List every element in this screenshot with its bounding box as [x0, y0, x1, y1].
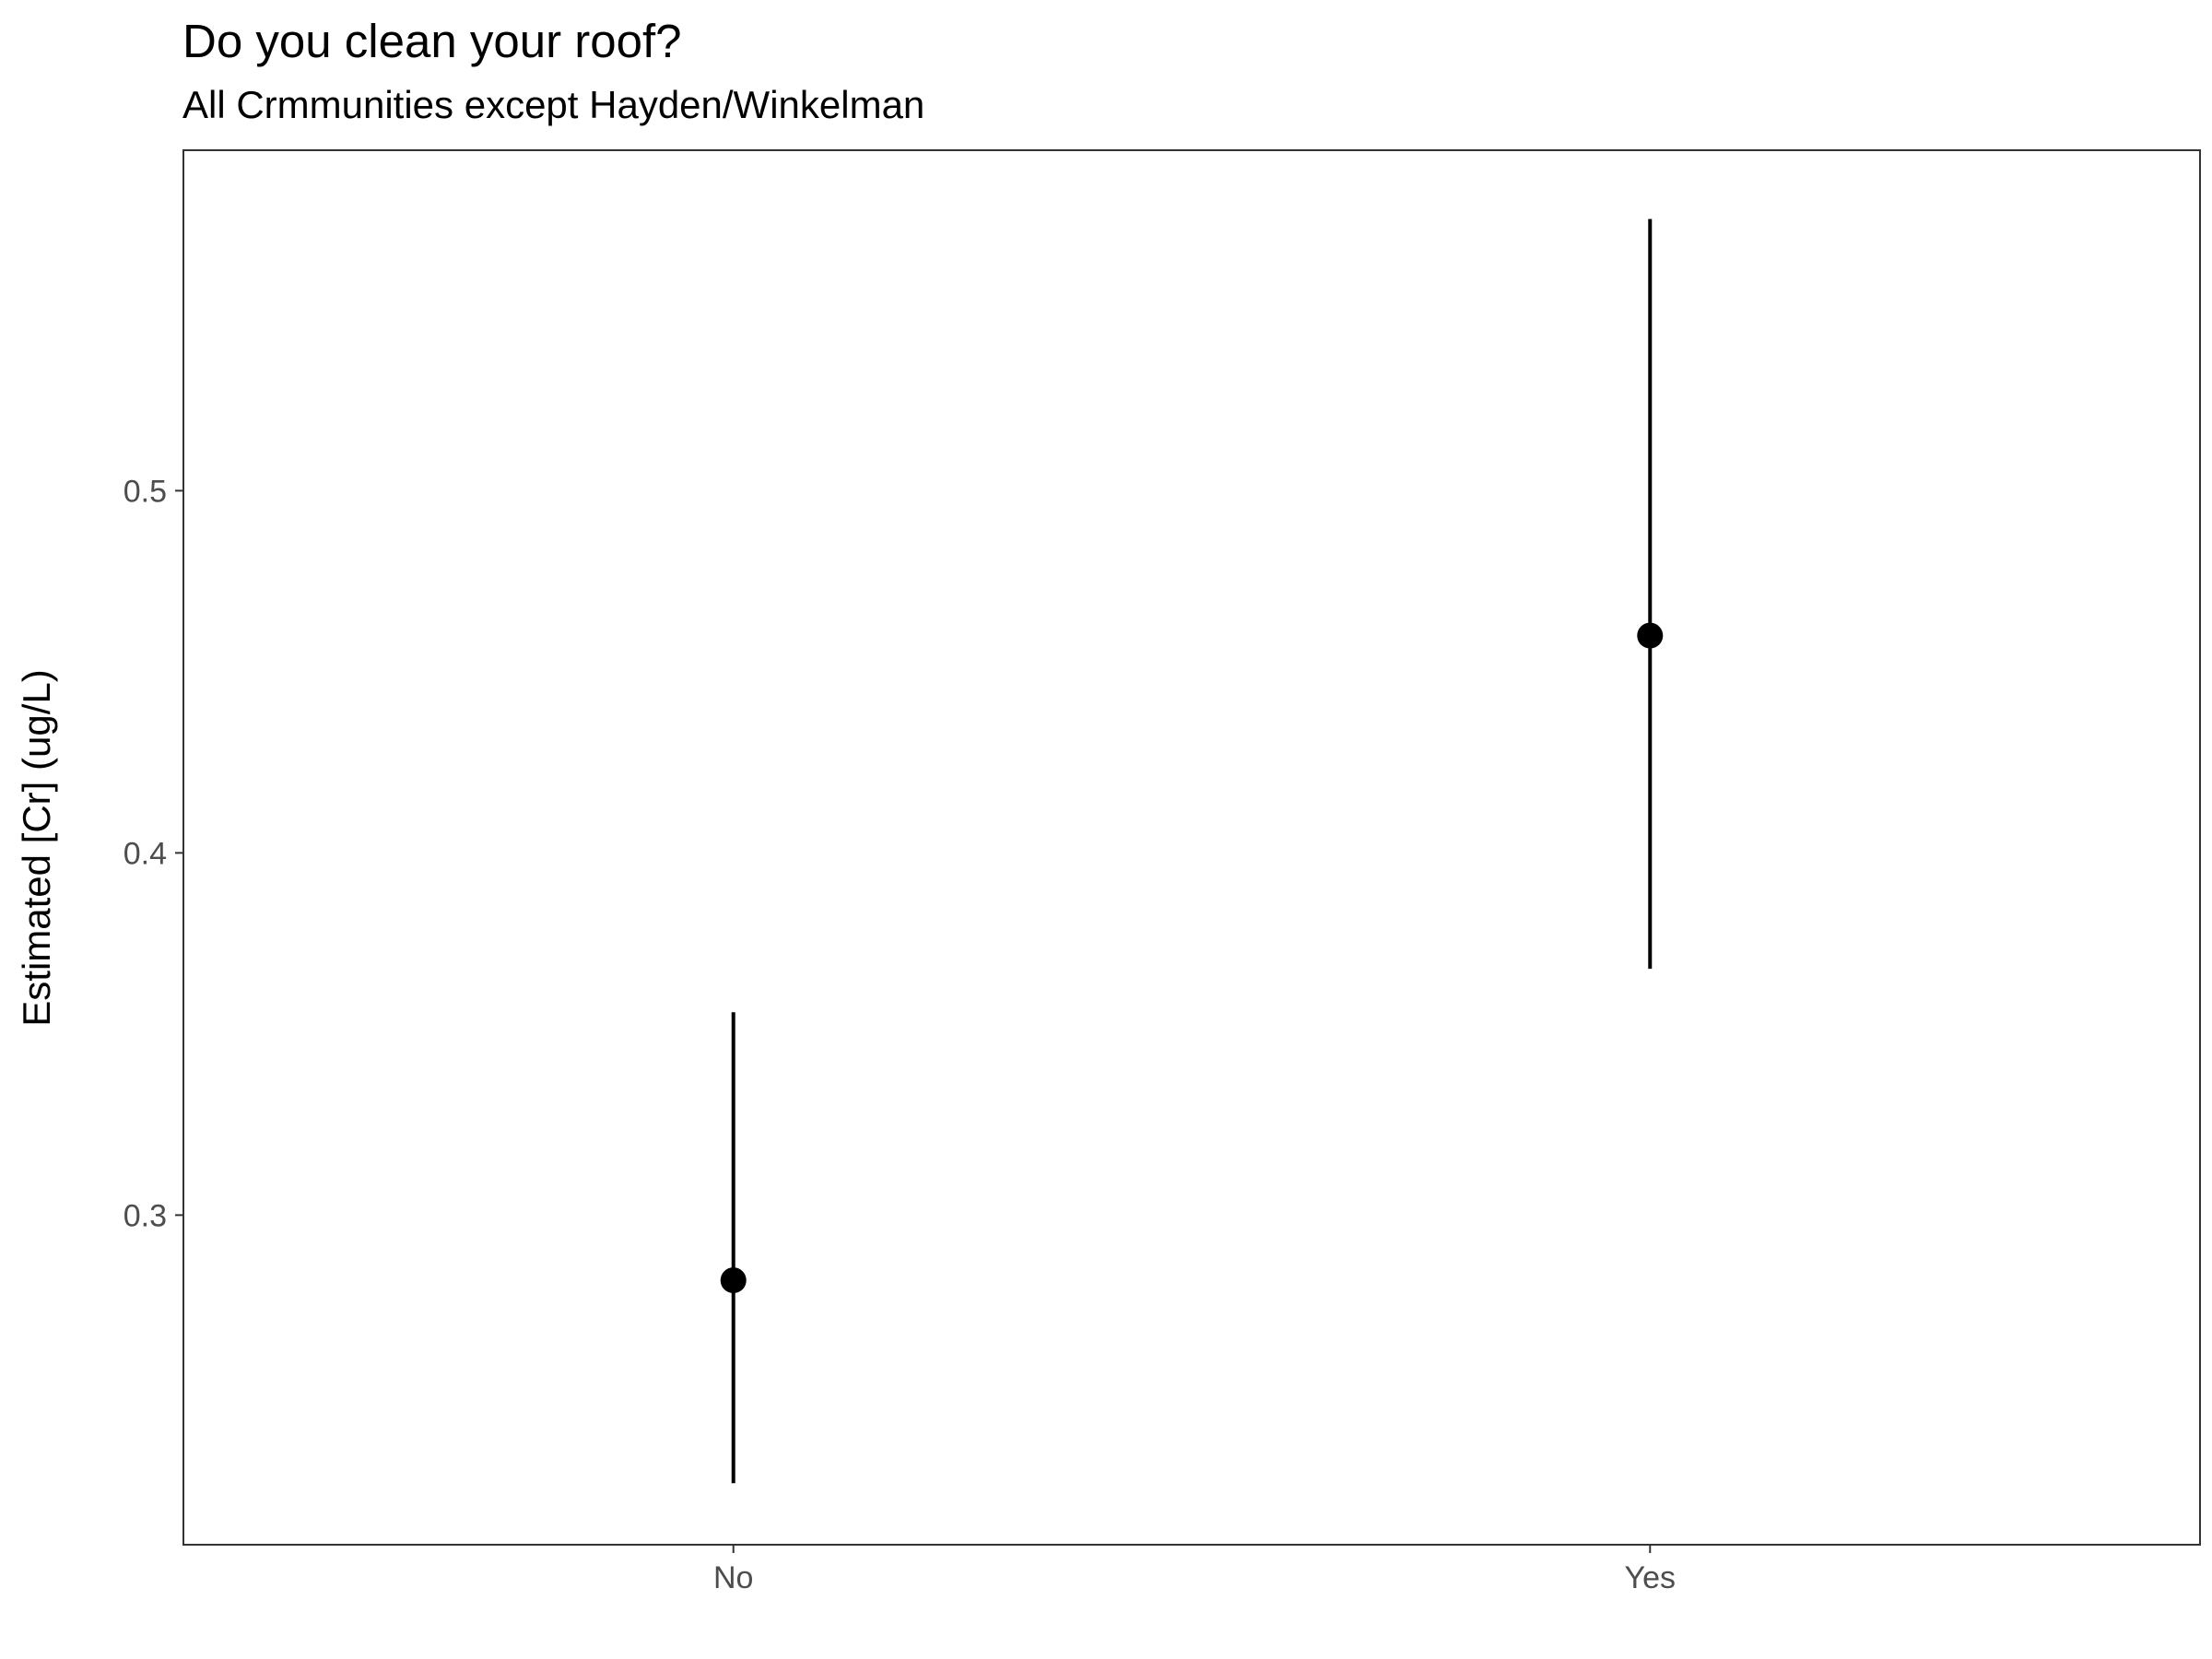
chart-title: Do you clean your roof? — [182, 15, 681, 67]
y-tick-label: 0.4 — [124, 836, 167, 871]
point-yes — [1637, 622, 1664, 649]
y-tick-label: 0.3 — [124, 1198, 167, 1233]
y-axis: 0.3 0.4 0.5 — [124, 474, 183, 1233]
point-no — [720, 1267, 747, 1294]
y-axis-title: Estimated [Cr] (ug/L) — [15, 669, 58, 1026]
data-marks — [720, 218, 1664, 1484]
y-tick-label: 0.5 — [124, 474, 167, 509]
x-tick-label: No — [713, 1560, 753, 1595]
x-tick-label: Yes — [1625, 1560, 1676, 1595]
panel-border — [182, 149, 2201, 1546]
chart-subtitle: All Crmmunities except Hayden/Winkelman — [182, 83, 924, 126]
x-axis: No Yes — [713, 1545, 1676, 1595]
